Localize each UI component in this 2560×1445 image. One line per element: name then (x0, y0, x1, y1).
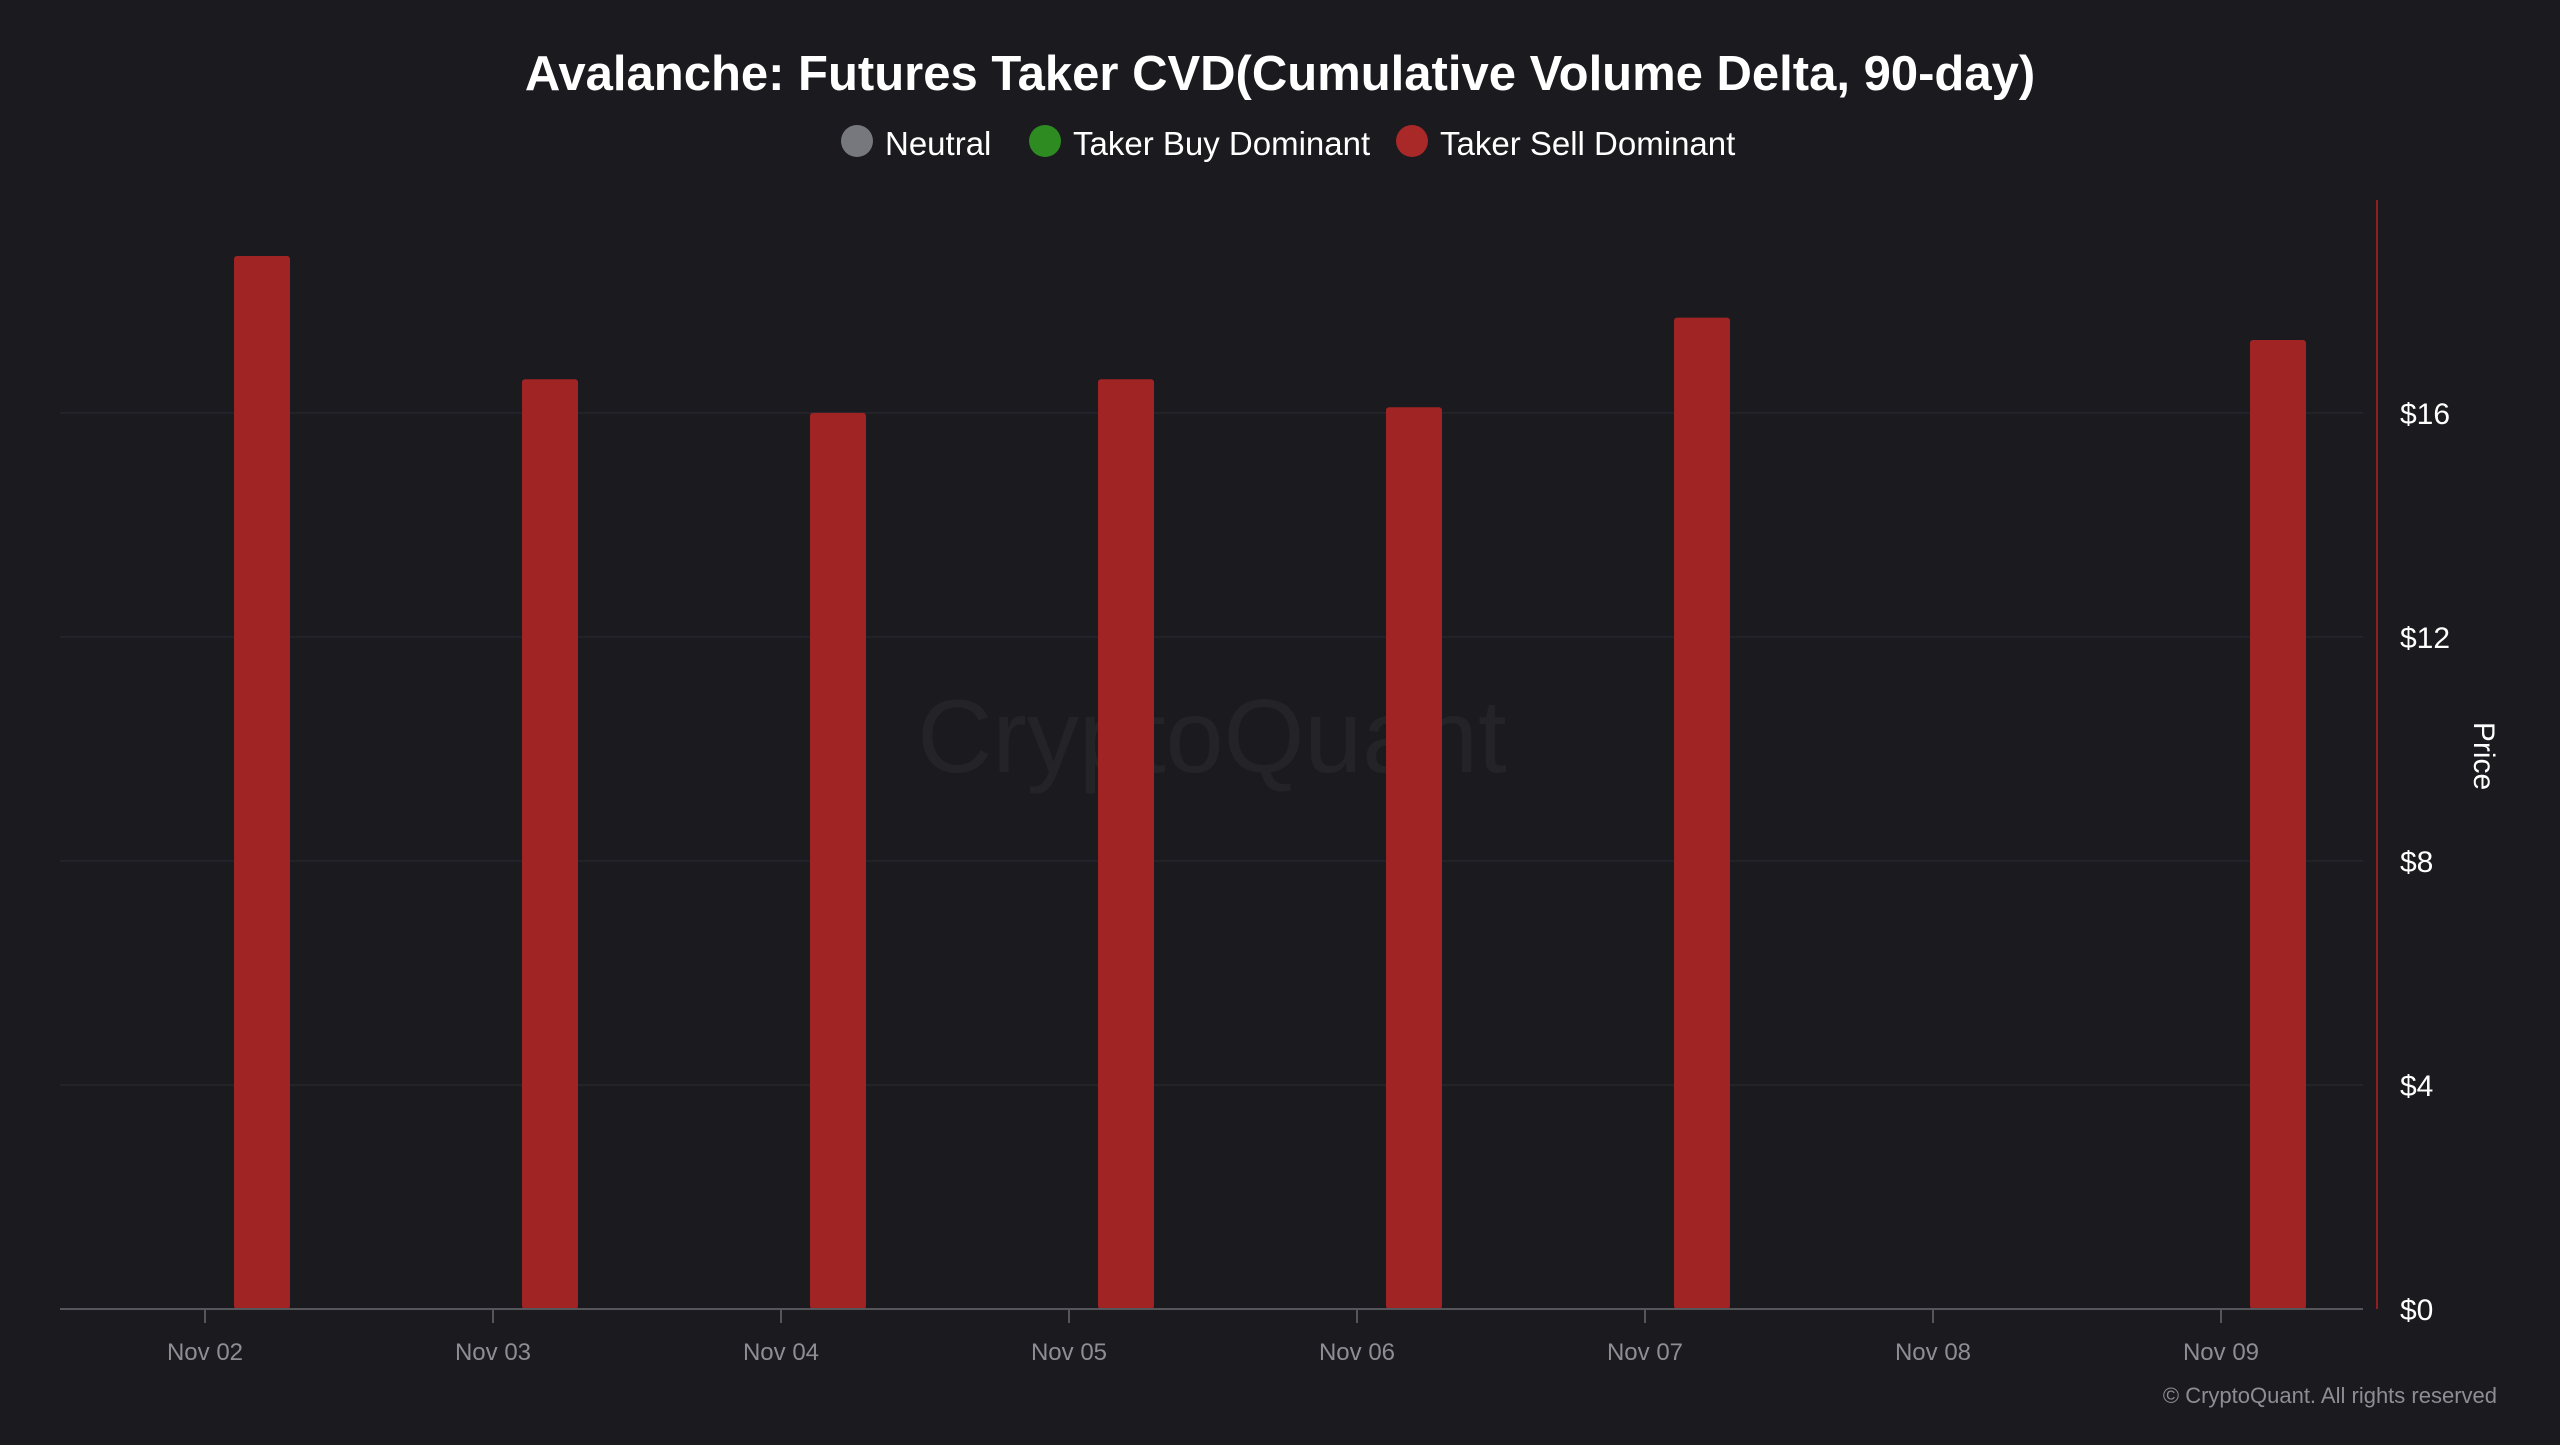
bar[interactable] (522, 379, 578, 1310)
y-tick-label: $16 (2400, 398, 2450, 431)
legend-item[interactable]: Taker Buy Dominant (1029, 125, 1370, 162)
x-axis-ticks: Nov 02 Nov 03 Nov 04 Nov 05 Nov 06 Nov 07 Nov … (167, 1309, 2259, 1366)
legend-marker (1396, 125, 1428, 157)
copyright-text: © CryptoQuant. All rights reserved (2163, 1383, 2497, 1408)
legend-item[interactable]: Neutral (841, 125, 991, 162)
x-tick-label: Nov 04 (743, 1339, 819, 1366)
bar[interactable] (234, 256, 290, 1309)
bar[interactable] (1674, 317, 1730, 1309)
x-tick-label: Nov 09 (2183, 1339, 2259, 1366)
legend-item[interactable]: Taker Sell Dominant (1396, 125, 1735, 162)
y-tick-label: $0 (2400, 1294, 2433, 1327)
x-tick-label: Nov 02 (167, 1339, 243, 1366)
x-tick-label: Nov 03 (455, 1339, 531, 1366)
y-axis-ticks: $0 $4 $8 $12 $16 (2400, 398, 2450, 1327)
y-tick-label: $4 (2400, 1070, 2433, 1103)
legend-label: Taker Buy Dominant (1073, 125, 1370, 162)
y-axis-label: Price (2467, 722, 2500, 790)
bar[interactable] (2250, 340, 2306, 1309)
y-tick-label: $8 (2400, 846, 2433, 879)
legend: Neutral Taker Buy Dominant Taker Sell Domi… (841, 125, 1735, 162)
x-tick-label: Nov 06 (1319, 1339, 1395, 1366)
x-tick-label: Nov 05 (1031, 1339, 1107, 1366)
bar[interactable] (810, 412, 866, 1309)
chart-title: Avalanche: Futures Taker CVD(Cumulative … (525, 47, 2035, 101)
legend-marker (841, 125, 873, 157)
y-tick-label: $12 (2400, 622, 2450, 655)
x-tick-label: Nov 08 (1895, 1339, 1971, 1366)
legend-marker (1029, 125, 1061, 157)
bar[interactable] (1386, 407, 1442, 1309)
legend-label: Taker Sell Dominant (1440, 125, 1735, 162)
x-tick-label: Nov 07 (1607, 1339, 1683, 1366)
gridlines (60, 412, 2363, 1086)
legend-label: Neutral (885, 125, 991, 162)
bar[interactable] (1098, 379, 1154, 1310)
bars (234, 256, 2306, 1310)
